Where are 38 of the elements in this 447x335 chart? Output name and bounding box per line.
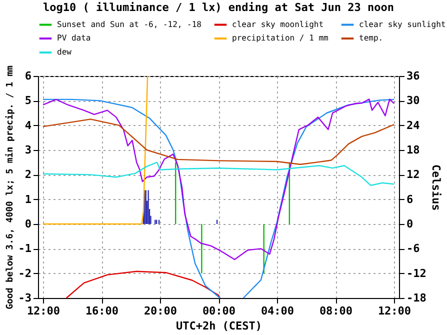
legend-label: Sunset and Sun at -6, -12, -18	[57, 20, 202, 29]
y2-tick-label: 24	[406, 118, 420, 132]
y2-tick-label: 36	[406, 70, 420, 82]
y2-tick-label: 0	[406, 218, 414, 230]
legend-label: temp.	[359, 34, 384, 42]
y2-tick-label: -12	[406, 266, 426, 280]
y-tick-label: 6	[24, 70, 32, 82]
x-tick-label: 16:00	[85, 304, 119, 318]
legend-label: clear sky moonlight	[232, 20, 324, 29]
y2-axis-title: Celsius	[429, 164, 442, 211]
x-axis-title: UTC+2h (CEST)	[176, 320, 262, 332]
legend-label: dew	[57, 48, 72, 56]
x-tick-label: 04:00	[260, 304, 294, 318]
chart-title: log10 ( illuminance / 1 lx) ending at Sat Jun 23 noon	[43, 1, 394, 14]
legend-label: precipitation / 1 mm	[232, 34, 329, 42]
y2-tick-label: 6	[406, 192, 414, 206]
y2-tick-label: 18	[406, 144, 420, 156]
y-tick-label: 5	[24, 94, 32, 108]
y-tick-label: -2	[18, 266, 32, 280]
y-axis-title: Good below 3.6, 4000 lx; 5 min precip. / 1 mm	[4, 65, 16, 310]
y-tick-label: 1	[24, 192, 32, 206]
y-tick-label: 4	[24, 118, 32, 132]
legend-label: PV data	[57, 34, 91, 42]
y-tick-label: 3	[24, 144, 32, 156]
y2-tick-label: 12	[406, 168, 420, 182]
legend-label: clear sky sunlight	[359, 20, 446, 29]
y-tick-label: 0	[24, 218, 32, 230]
x-tick-label: 12:00	[378, 304, 412, 318]
y-tick-label: -1	[18, 242, 32, 256]
x-tick-label: 20:00	[144, 304, 178, 318]
y2-tick-label: 30	[406, 94, 420, 108]
y2-tick-label: -18	[406, 292, 426, 304]
x-tick-label: 12:00	[26, 304, 60, 318]
x-tick-label: 00:00	[202, 304, 236, 318]
x-tick-label: 08:00	[319, 304, 353, 318]
y-tick-label: -3	[18, 292, 32, 304]
y-tick-label: 2	[24, 168, 32, 182]
y2-tick-label: -6	[406, 242, 420, 256]
